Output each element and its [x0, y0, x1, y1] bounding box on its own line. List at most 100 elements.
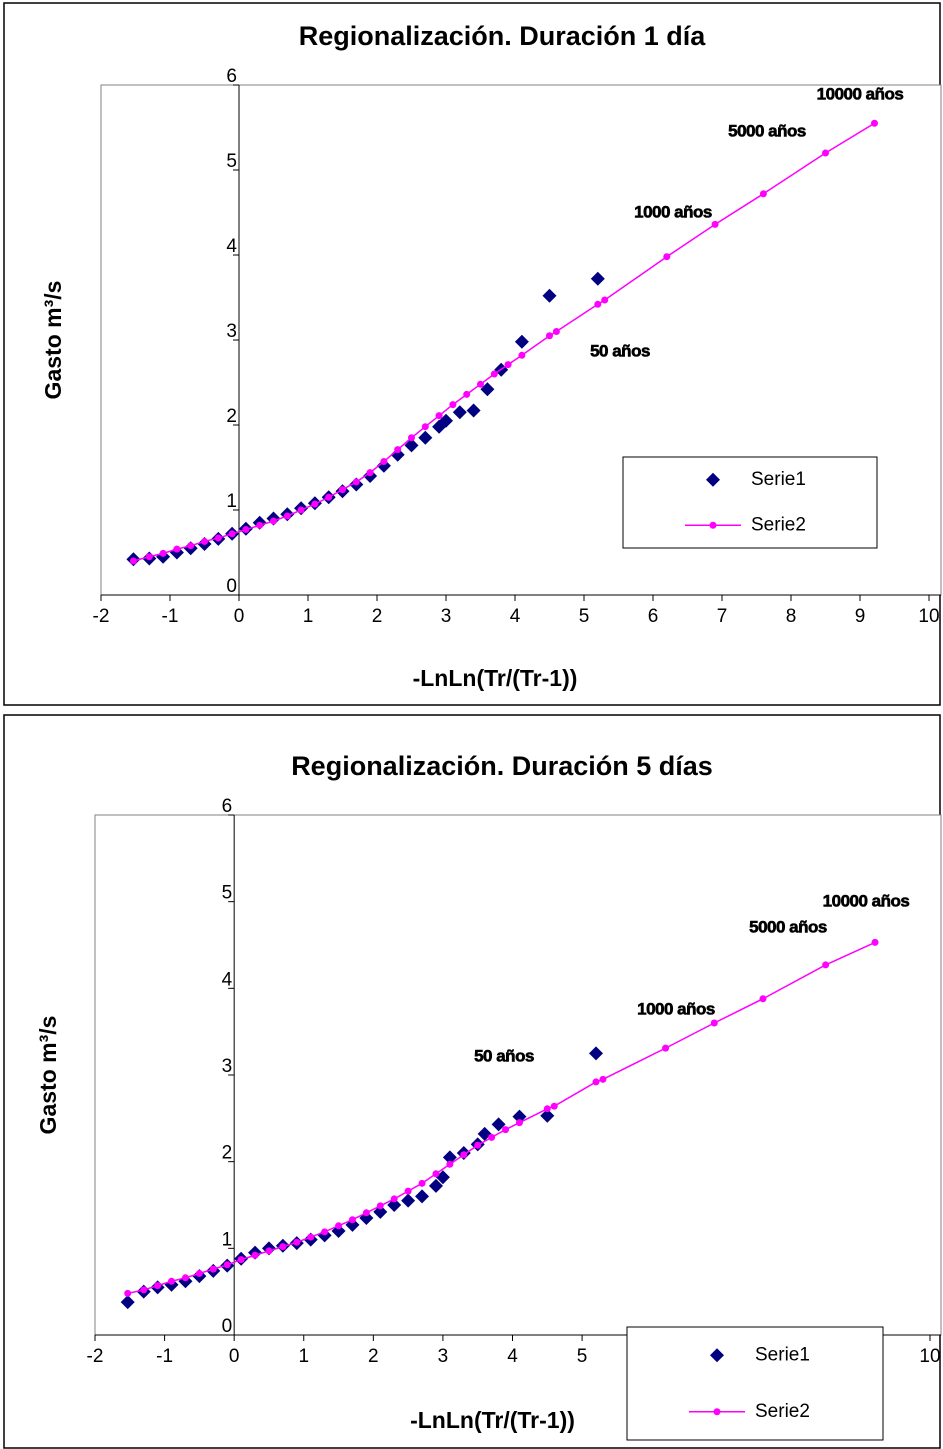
- circle-point: [168, 1277, 176, 1285]
- diamond-point: [452, 405, 467, 420]
- circle-point: [297, 506, 305, 514]
- circle-point: [543, 1105, 551, 1113]
- y-tick-label: 5: [226, 151, 237, 172]
- chart: Regionalización. Duración 5 días -LnLn(Tr…: [3, 714, 942, 1449]
- circle-point: [822, 961, 830, 969]
- circle-point: [662, 1044, 670, 1052]
- circle-point: [435, 412, 443, 420]
- legend-marker: [710, 1348, 724, 1363]
- x-tick-label: 7: [717, 606, 728, 627]
- annotation: 10000 años: [817, 84, 904, 103]
- x-tick-label: 0: [234, 606, 245, 627]
- y-tick-label: 3: [222, 1056, 233, 1077]
- diamond-point: [439, 413, 453, 428]
- circle-point: [432, 1170, 440, 1178]
- x-tick-label: 4: [510, 606, 521, 627]
- circle-point: [488, 1133, 496, 1141]
- y-tick-label: 4: [222, 969, 233, 990]
- diamond-point: [418, 430, 433, 445]
- x-axis-label: -LnLn(Tr/(Tr-1)): [410, 1407, 575, 1433]
- circle-point: [256, 521, 264, 529]
- circle-point: [515, 1119, 523, 1127]
- diamond-point: [466, 403, 481, 418]
- legend-marker: [709, 521, 717, 529]
- x-tick-label: 9: [855, 606, 866, 627]
- circle-point: [504, 361, 512, 369]
- x-tick-label: 3: [438, 1346, 449, 1367]
- legend-label: Serie2: [755, 1401, 810, 1422]
- circle-point: [710, 1019, 718, 1027]
- circle-point: [477, 380, 484, 388]
- circle-point: [601, 296, 609, 304]
- diamond-point: [376, 458, 391, 473]
- circle-point: [446, 1160, 454, 1168]
- x-tick-label: -2: [87, 1346, 104, 1367]
- circle-point: [463, 390, 471, 398]
- diamond-point: [590, 271, 605, 286]
- circle-point: [421, 423, 429, 431]
- circle-point: [352, 478, 360, 486]
- y-tick-label: 5: [222, 883, 233, 904]
- x-tick-label: -1: [162, 606, 179, 627]
- diamond-point: [542, 288, 557, 303]
- legend-label: Serie2: [751, 514, 806, 535]
- legend-label: Serie1: [755, 1344, 810, 1365]
- circle-point: [145, 553, 153, 561]
- circle-point: [474, 1141, 482, 1149]
- annotation: 5000 años: [728, 121, 806, 140]
- circle-point: [187, 542, 195, 550]
- x-tick-label: 2: [368, 1346, 379, 1367]
- diamond-point: [514, 334, 529, 349]
- y-tick-label: 6: [226, 66, 237, 87]
- legend-box: [622, 456, 878, 549]
- circle-point: [822, 149, 829, 157]
- circle-point: [404, 1187, 412, 1195]
- circle-point: [140, 1286, 148, 1294]
- diamond-point: [428, 1178, 443, 1193]
- circle-point: [228, 530, 236, 538]
- legend-box: [626, 1326, 884, 1441]
- x-tick-label: 1: [303, 606, 314, 627]
- circle-point: [348, 1216, 356, 1224]
- circle-point: [279, 1243, 287, 1251]
- y-tick-label: 0: [226, 576, 237, 597]
- chart-title: Regionalización. Duración 1 día: [299, 21, 707, 51]
- circle-point: [552, 328, 560, 335]
- annotation: 1000 años: [634, 202, 712, 221]
- circle-point: [366, 469, 374, 477]
- circle-point: [209, 1265, 217, 1273]
- y-tick-label: 2: [222, 1143, 233, 1164]
- circle-point: [159, 549, 167, 557]
- circle-point: [325, 493, 333, 501]
- circle-point: [223, 1261, 231, 1269]
- circle-point: [711, 220, 719, 228]
- circle-point: [418, 1179, 426, 1187]
- y-tick-label: 6: [222, 796, 233, 817]
- diamond-point: [401, 1193, 416, 1208]
- circle-point: [237, 1256, 245, 1264]
- circle-point: [870, 119, 878, 127]
- diamond-point: [491, 1117, 506, 1132]
- circle-point: [594, 300, 602, 308]
- circle-point: [339, 486, 346, 494]
- x-tick-label: 10: [918, 606, 939, 627]
- x-tick-label: 5: [579, 606, 590, 627]
- annotation: 50 años: [474, 1046, 534, 1065]
- plot-area: [94, 814, 942, 1336]
- annotation: 5000 años: [749, 917, 827, 936]
- y-tick-label: 3: [226, 321, 237, 342]
- x-axis-label: -LnLn(Tr/(Tr-1)): [413, 665, 578, 691]
- x-tick-label: 2: [372, 606, 383, 627]
- x-tick-label: 5: [577, 1346, 588, 1367]
- circle-point: [321, 1228, 329, 1236]
- circle-point: [759, 995, 767, 1003]
- circle-point: [592, 1078, 600, 1086]
- circle-point: [173, 545, 181, 553]
- x-tick-label: 0: [229, 1346, 240, 1367]
- diamond-point: [442, 1150, 457, 1165]
- circle-point: [283, 512, 291, 520]
- circle-point: [518, 351, 526, 359]
- diamond-point: [589, 1046, 603, 1061]
- circle-point: [307, 1233, 315, 1241]
